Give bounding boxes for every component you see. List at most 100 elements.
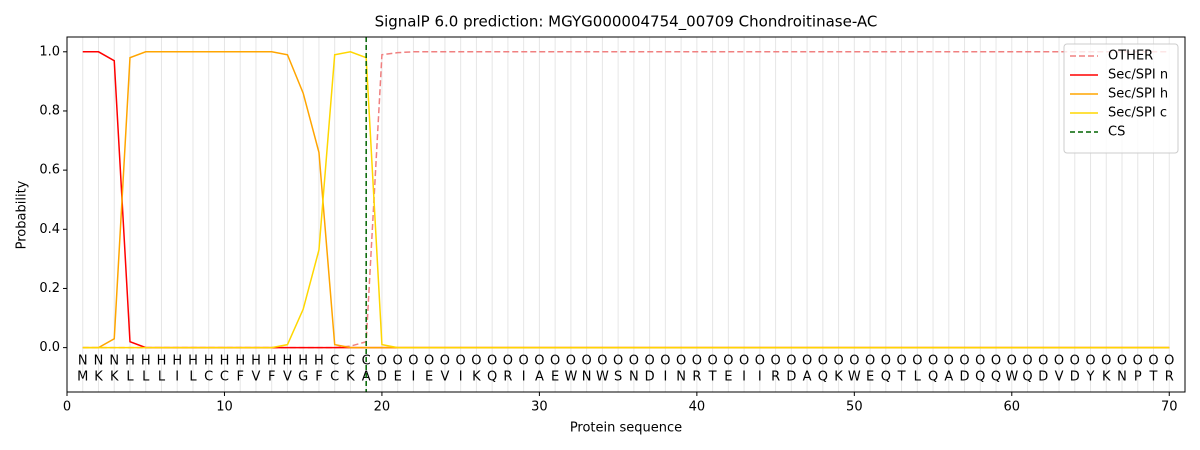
region-label: H [220, 354, 230, 369]
region-label: O [597, 354, 607, 369]
region-label: O [1101, 354, 1111, 369]
residue-label: R [503, 370, 512, 385]
region-label: O [471, 354, 481, 369]
x-tick-label: 10 [216, 400, 233, 415]
chart-title: SignalP 6.0 prediction: MGYG000004754_00… [375, 13, 878, 32]
y-tick-label: 0.8 [39, 103, 60, 118]
residue-label: I [459, 370, 463, 385]
region-label: O [896, 354, 906, 369]
legend-label: Sec/SPI h [1108, 87, 1168, 102]
residue-label: A [803, 370, 812, 385]
residue-label: V [283, 370, 292, 385]
region-label: O [1070, 354, 1080, 369]
residue-label: P [1134, 370, 1142, 385]
region-label: O [676, 354, 686, 369]
residue-label: Q [991, 370, 1001, 385]
residue-label: D [377, 370, 387, 385]
residue-label: F [268, 370, 275, 385]
residue-label: A [535, 370, 544, 385]
residue-label: M [77, 370, 88, 385]
residue-label: W [1005, 370, 1018, 385]
region-label: O [1085, 354, 1095, 369]
residue-label: C [330, 370, 339, 385]
residue-label: A [944, 370, 953, 385]
x-tick-label: 30 [531, 400, 548, 415]
legend-label: CS [1108, 125, 1125, 140]
region-label: O [692, 354, 702, 369]
region-label: H [188, 354, 198, 369]
region-label: O [645, 354, 655, 369]
region-label: O [1054, 354, 1064, 369]
plot-frame [66, 36, 1186, 393]
residue-label: I [663, 370, 667, 385]
residue-label: Q [881, 370, 891, 385]
region-label: O [550, 354, 560, 369]
residue-label: C [204, 370, 213, 385]
residue-label: K [94, 370, 103, 385]
region-label: O [408, 354, 418, 369]
region-label: O [707, 354, 717, 369]
residue-label: L [142, 370, 150, 385]
region-label: O [786, 354, 796, 369]
y-tick-label: 0.6 [39, 163, 60, 178]
residue-label: K [834, 370, 843, 385]
region-label: H [314, 354, 324, 369]
residue-label: Q [975, 370, 985, 385]
region-label: O [770, 354, 780, 369]
residue-label: C [220, 370, 229, 385]
region-label: O [613, 354, 623, 369]
residue-label: V [440, 370, 449, 385]
residue-label: L [126, 370, 134, 385]
residue-label: D [786, 370, 796, 385]
y-tick-label: 1.0 [39, 44, 60, 59]
region-label: O [1133, 354, 1143, 369]
region-label: O [377, 354, 387, 369]
region-label: O [519, 354, 529, 369]
residue-label: L [158, 370, 166, 385]
residue-label: W [596, 370, 609, 385]
residue-label: N [676, 370, 686, 385]
series-line [82, 51, 1170, 349]
y-tick-label: 0.4 [39, 222, 60, 237]
residue-label: I [758, 370, 762, 385]
residue-label: K [472, 370, 481, 385]
region-label: O [865, 354, 875, 369]
residue-label: I [175, 370, 179, 385]
region-label: H [283, 354, 293, 369]
residue-label: K [346, 370, 355, 385]
y-tick-label: 0.2 [39, 281, 60, 296]
residue-label: D [1070, 370, 1080, 385]
region-label: H [235, 354, 245, 369]
region-label: N [109, 354, 119, 369]
region-label: H [125, 354, 135, 369]
region-label: O [582, 354, 592, 369]
residue-label: F [315, 370, 322, 385]
legend-box [1063, 43, 1179, 154]
region-label: O [959, 354, 969, 369]
residue-label: N [629, 370, 639, 385]
residue-label: Q [487, 370, 497, 385]
region-label: O [833, 354, 843, 369]
residue-label: I [742, 370, 746, 385]
legend-label: Sec/SPI n [1108, 68, 1168, 83]
region-label: O [629, 354, 639, 369]
x-tick-label: 60 [1004, 400, 1021, 415]
legend-label: OTHER [1108, 49, 1153, 64]
residue-label: E [551, 370, 559, 385]
region-label: O [503, 354, 513, 369]
region-label: H [267, 354, 277, 369]
residue-label: I [522, 370, 526, 385]
region-label: O [928, 354, 938, 369]
x-axis-label: Protein sequence [570, 421, 682, 436]
region-label: N [78, 354, 88, 369]
region-label: O [440, 354, 450, 369]
region-label: O [849, 354, 859, 369]
residue-label: Q [818, 370, 828, 385]
region-label: O [1148, 354, 1158, 369]
residue-label: L [189, 370, 197, 385]
residue-label: I [412, 370, 416, 385]
x-tick-label: 20 [374, 400, 391, 415]
residue-label: N [582, 370, 592, 385]
x-tick-label: 50 [846, 400, 863, 415]
region-label: O [975, 354, 985, 369]
